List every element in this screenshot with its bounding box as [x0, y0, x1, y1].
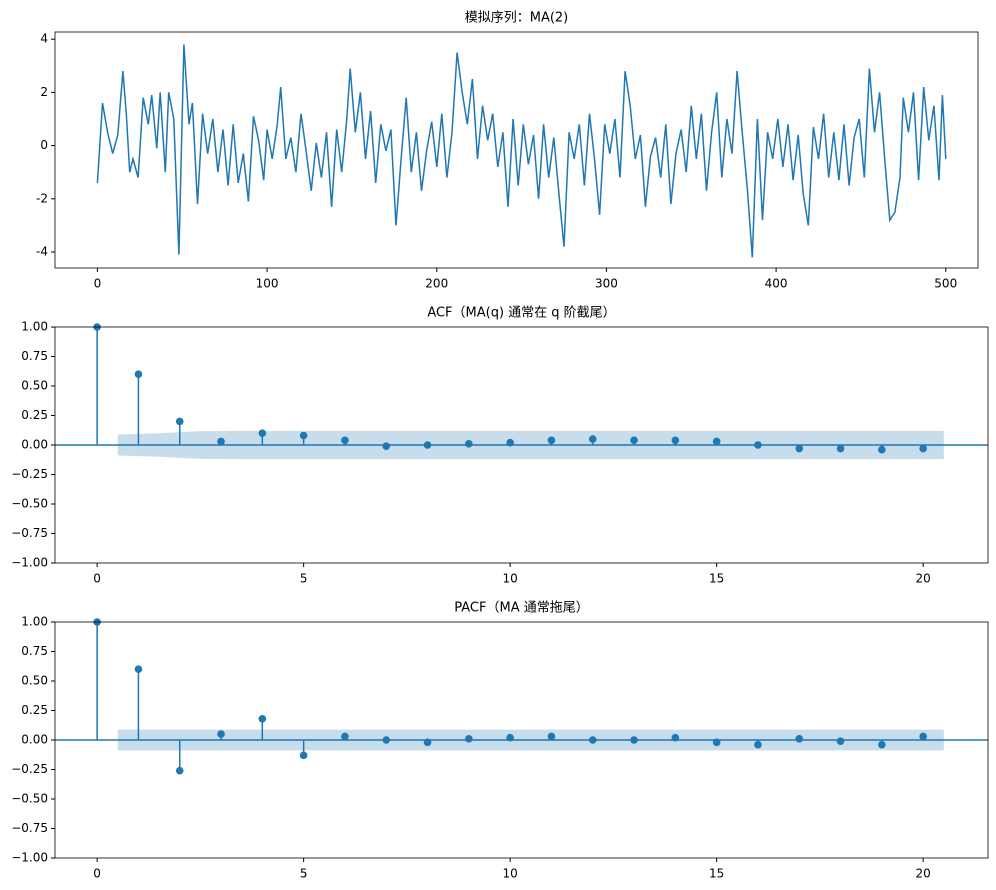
stem-marker — [423, 738, 432, 747]
y-tick-label: 0.75 — [21, 349, 48, 363]
y-tick-label: 0.00 — [21, 438, 48, 452]
stem-marker — [506, 438, 514, 447]
stem-marker — [547, 732, 556, 741]
y-tick-label: 1.00 — [21, 615, 48, 629]
x-tick-label: 400 — [765, 277, 788, 291]
x-tick-label: 5 — [300, 572, 308, 586]
stem-marker — [754, 740, 762, 749]
x-tick-label: 200 — [425, 277, 448, 291]
stem-marker — [217, 730, 225, 738]
x-tick-label: 15 — [709, 867, 724, 881]
stem-marker — [134, 370, 143, 379]
stem-marker — [630, 736, 638, 744]
stem-marker — [175, 417, 184, 426]
stem-marker — [671, 436, 680, 445]
stem-marker — [134, 665, 143, 673]
x-tick-label: 10 — [503, 572, 518, 586]
y-tick-label: 0.75 — [21, 644, 48, 658]
stem-marker — [299, 431, 308, 440]
x-tick-label: 15 — [709, 572, 724, 586]
axes-frame — [54, 326, 989, 564]
stem-marker — [506, 733, 514, 742]
stem-marker — [299, 751, 308, 760]
stem-marker — [217, 437, 225, 446]
y-tick-label: −0.50 — [11, 497, 48, 511]
stem-marker — [175, 766, 184, 775]
x-tick-label: 10 — [503, 867, 518, 881]
y-tick-label: 2 — [40, 85, 48, 99]
stem-marker — [465, 735, 473, 743]
y-tick-label: 0.50 — [21, 379, 48, 393]
y-tick-label: 0 — [40, 138, 48, 152]
y-tick-label: 0.00 — [21, 733, 48, 747]
x-tick-label: 0 — [94, 277, 102, 291]
y-tick-label: −0.75 — [11, 821, 48, 835]
stem-marker — [258, 429, 267, 438]
stem-marker — [878, 740, 886, 749]
stem-marker — [754, 441, 762, 449]
y-tick-label: 4 — [40, 32, 48, 46]
stem-marker — [588, 736, 597, 744]
stem-marker — [878, 445, 886, 454]
y-tick-label: 0.50 — [21, 674, 48, 688]
y-tick-label: −1.00 — [11, 556, 48, 570]
x-tick-label: 300 — [595, 277, 618, 291]
y-tick-label: −0.50 — [11, 792, 48, 806]
stem-marker — [341, 436, 349, 445]
axes-frame — [54, 621, 989, 859]
y-tick-label: -2 — [36, 191, 48, 205]
stem-marker — [836, 444, 845, 453]
stem-marker — [588, 435, 597, 443]
y-tick-label: −1.00 — [11, 851, 48, 865]
x-tick-label: 100 — [256, 277, 279, 291]
stem-marker — [382, 442, 391, 450]
stem-marker — [423, 441, 432, 449]
stem-marker — [836, 737, 845, 745]
stem-marker — [671, 733, 680, 742]
chart-title: PACF（MA 通常拖尾） — [454, 601, 588, 616]
stem-marker — [382, 736, 391, 744]
chart-title: 模拟序列：MA(2) — [465, 11, 569, 26]
y-tick-label: −0.25 — [11, 762, 48, 776]
stem-marker — [712, 738, 721, 747]
x-tick-label: 5 — [300, 867, 308, 881]
stem-marker — [341, 732, 349, 741]
y-tick-label: 0.25 — [21, 408, 48, 422]
x-tick-label: 0 — [93, 572, 101, 586]
y-tick-label: −0.75 — [11, 526, 48, 540]
stem-marker — [465, 440, 473, 448]
x-tick-label: 20 — [916, 867, 931, 881]
y-tick-label: -4 — [36, 245, 48, 259]
stem-marker — [795, 735, 804, 743]
x-tick-label: 20 — [916, 572, 931, 586]
stem-marker — [919, 732, 927, 741]
stem-marker — [712, 437, 721, 446]
chart-title: ACF（MA(q) 通常在 q 阶截尾） — [427, 306, 615, 321]
y-tick-label: 1.00 — [21, 320, 48, 334]
series-line — [96, 44, 947, 258]
stem-marker — [547, 436, 556, 445]
y-tick-label: −0.25 — [11, 467, 48, 481]
axes-frame — [54, 31, 979, 269]
stem-marker — [258, 714, 267, 723]
x-tick-label: 500 — [934, 277, 957, 291]
stem-marker — [919, 444, 927, 453]
y-tick-label: 0.25 — [21, 703, 48, 717]
x-tick-label: 0 — [93, 867, 101, 881]
stem-marker — [630, 436, 638, 445]
stem-marker — [795, 444, 804, 453]
